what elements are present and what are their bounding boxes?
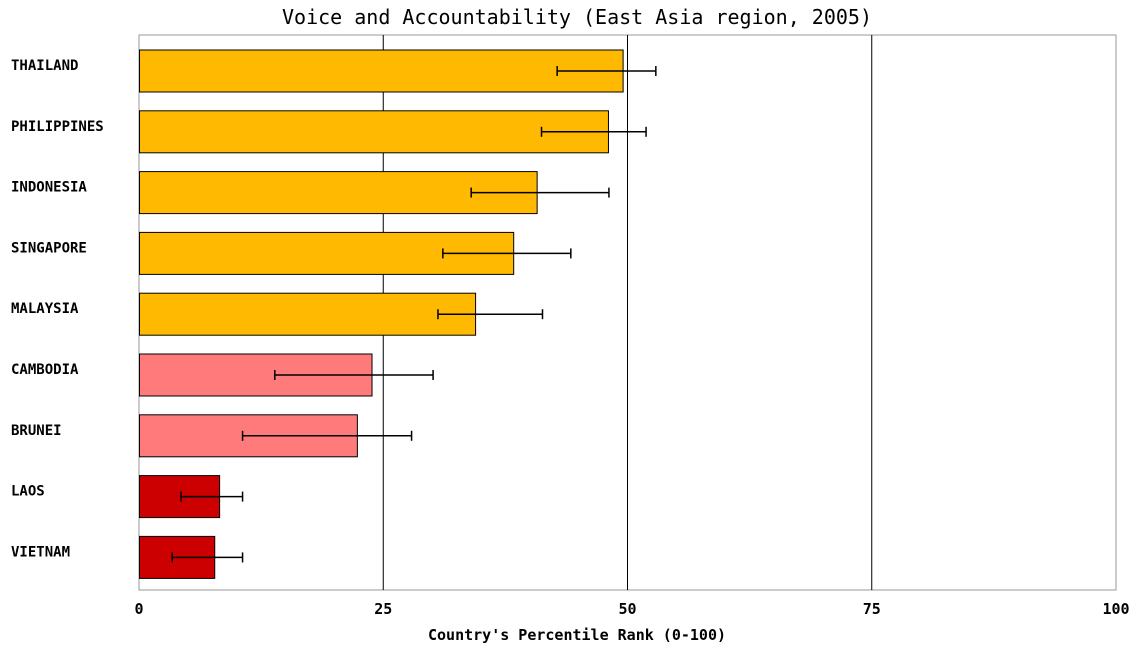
x-tick-labels: 0 25 50 75 100	[134, 600, 1129, 618]
category-labels: THAILAND PHILIPPINES INDONESIA SINGAPORE MAL…	[11, 58, 104, 560]
bar	[139, 292, 477, 336]
category-label: SINGAPORE	[11, 240, 87, 256]
x-tick-label: 0	[134, 600, 143, 618]
x-tick-label: 100	[1102, 600, 1129, 618]
category-label: MALAYSIA	[11, 301, 79, 317]
chart-title: Voice and Accountability (East Asia regi…	[282, 5, 872, 29]
x-tick-label: 50	[618, 600, 636, 618]
category-label: CAMBODIA	[11, 362, 79, 378]
category-label: LAOS	[11, 484, 45, 500]
category-label: INDONESIA	[11, 180, 87, 196]
bar	[139, 110, 609, 154]
category-label: PHILIPPINES	[11, 119, 104, 135]
category-label: THAILAND	[11, 58, 78, 74]
category-label: VIETNAM	[11, 544, 70, 560]
category-label: BRUNEI	[11, 423, 62, 439]
bar	[139, 49, 624, 93]
x-tick-label: 25	[374, 600, 392, 618]
x-tick-label: 75	[863, 600, 881, 618]
x-axis-title: Country's Percentile Rank (0-100)	[428, 626, 726, 644]
error-bars	[171, 66, 657, 563]
